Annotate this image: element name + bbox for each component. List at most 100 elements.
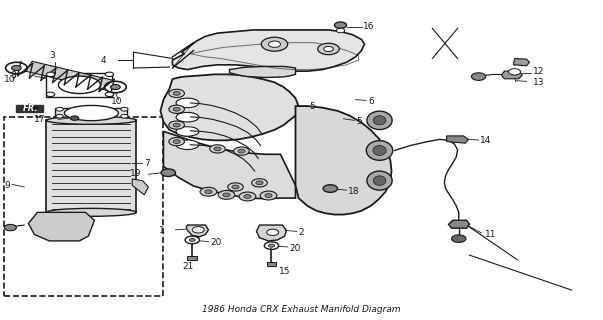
Circle shape [223, 193, 230, 197]
Ellipse shape [58, 76, 101, 93]
Circle shape [169, 138, 185, 146]
Circle shape [210, 145, 226, 153]
Circle shape [169, 105, 185, 113]
Polygon shape [55, 108, 127, 119]
Circle shape [336, 28, 345, 33]
Text: 14: 14 [481, 136, 491, 146]
Circle shape [71, 116, 79, 120]
Circle shape [106, 92, 113, 97]
Circle shape [173, 140, 180, 143]
Circle shape [105, 81, 126, 93]
Ellipse shape [65, 105, 118, 121]
Circle shape [268, 244, 274, 247]
Text: 19: 19 [130, 170, 142, 179]
Circle shape [106, 72, 113, 76]
Circle shape [452, 235, 466, 243]
Ellipse shape [176, 127, 199, 136]
Ellipse shape [373, 116, 386, 125]
Circle shape [244, 195, 251, 198]
Circle shape [472, 73, 486, 80]
Polygon shape [513, 59, 529, 66]
Polygon shape [28, 212, 95, 241]
Polygon shape [449, 220, 470, 228]
Circle shape [234, 147, 249, 155]
Polygon shape [160, 74, 298, 140]
Circle shape [185, 236, 200, 244]
Text: 20: 20 [210, 238, 222, 247]
Circle shape [238, 149, 245, 153]
Circle shape [46, 72, 55, 76]
Circle shape [11, 66, 21, 70]
Text: 4: 4 [101, 56, 106, 65]
Polygon shape [230, 67, 295, 77]
Circle shape [169, 89, 185, 98]
Circle shape [232, 185, 239, 189]
Circle shape [205, 190, 212, 194]
Circle shape [173, 92, 180, 95]
Text: 7: 7 [144, 159, 150, 168]
Text: 1986 Honda CRX Exhaust Manifold Diagram: 1986 Honda CRX Exhaust Manifold Diagram [202, 305, 401, 314]
Circle shape [46, 92, 55, 97]
Circle shape [192, 227, 204, 233]
Circle shape [256, 181, 263, 185]
Text: 16: 16 [364, 22, 375, 31]
Text: FR.: FR. [22, 104, 38, 113]
Polygon shape [163, 132, 295, 199]
Circle shape [239, 192, 256, 201]
Polygon shape [46, 120, 136, 212]
Circle shape [200, 187, 217, 196]
Circle shape [267, 229, 279, 236]
Polygon shape [46, 73, 112, 97]
Circle shape [323, 185, 338, 192]
Text: 11: 11 [485, 230, 496, 239]
Circle shape [264, 242, 279, 250]
Circle shape [56, 107, 63, 111]
Ellipse shape [176, 140, 199, 149]
Polygon shape [132, 179, 148, 195]
Circle shape [324, 46, 333, 52]
Ellipse shape [176, 98, 199, 108]
Polygon shape [186, 225, 209, 237]
Ellipse shape [367, 111, 392, 130]
Text: 10: 10 [111, 97, 123, 106]
Text: 8: 8 [10, 71, 16, 80]
FancyBboxPatch shape [16, 105, 43, 112]
Ellipse shape [46, 116, 136, 124]
Text: 17: 17 [34, 115, 46, 124]
Circle shape [169, 121, 185, 129]
Text: 9: 9 [4, 181, 10, 190]
Bar [4, 117, 163, 296]
Text: 3: 3 [49, 51, 55, 60]
Circle shape [121, 114, 128, 118]
Circle shape [214, 147, 221, 151]
Text: 21: 21 [183, 262, 194, 271]
Circle shape [56, 114, 63, 118]
Text: 6: 6 [368, 97, 374, 106]
Circle shape [251, 179, 267, 187]
Circle shape [260, 191, 277, 200]
Text: 1: 1 [159, 226, 165, 235]
Circle shape [110, 84, 120, 90]
Circle shape [173, 123, 180, 127]
Ellipse shape [367, 171, 392, 190]
Ellipse shape [373, 146, 386, 156]
Bar [188, 256, 197, 260]
Circle shape [268, 41, 280, 47]
Polygon shape [25, 61, 113, 90]
Polygon shape [501, 71, 522, 79]
Ellipse shape [46, 208, 136, 216]
Text: 20: 20 [289, 244, 301, 253]
Text: 2: 2 [298, 228, 304, 237]
Circle shape [265, 194, 272, 197]
Circle shape [173, 107, 180, 111]
Circle shape [121, 107, 128, 111]
Circle shape [318, 43, 339, 55]
Text: 12: 12 [532, 67, 544, 76]
Circle shape [218, 190, 235, 199]
Ellipse shape [373, 176, 386, 185]
Polygon shape [447, 136, 469, 143]
Text: 15: 15 [279, 267, 291, 276]
Text: 5: 5 [309, 101, 315, 111]
Circle shape [161, 169, 175, 177]
Circle shape [228, 183, 243, 191]
